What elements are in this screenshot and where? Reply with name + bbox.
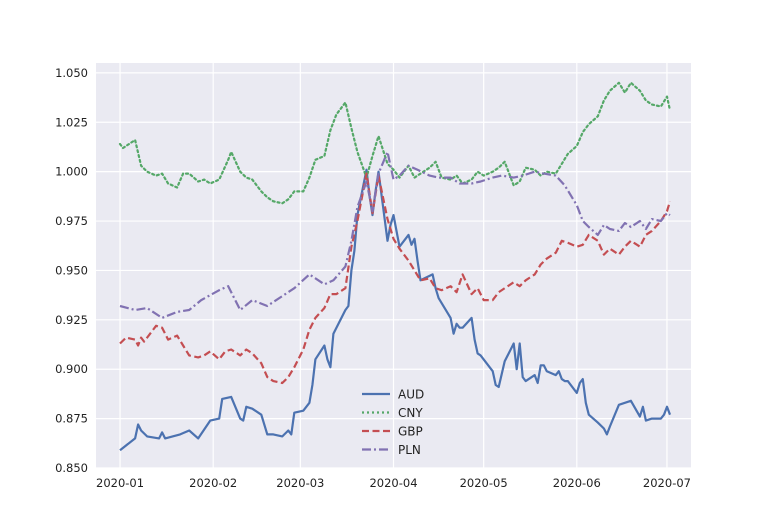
gridlines	[96, 63, 691, 469]
x-tick-label: 2020-03	[276, 476, 324, 490]
y-tick-label: 0.950	[55, 263, 88, 277]
x-tick-label: 2020-05	[460, 476, 508, 490]
y-tick-label: 1.050	[55, 66, 88, 80]
series-lines	[118, 81, 672, 452]
series-line-cny	[118, 81, 672, 205]
y-axis-ticks: 0.850 0.875 0.900 0.925 0.950 0.975 1.000 1.025…	[55, 66, 88, 475]
x-axis-ticks: 2020-01 2020-02 2020-03 2020-04 2020-05 2020-…	[96, 476, 691, 490]
y-tick-label: 1.000	[55, 165, 88, 179]
legend-label-aud: AUD	[398, 388, 424, 402]
x-tick-label: 2020-06	[553, 476, 601, 490]
legend-label-pln: PLN	[398, 443, 421, 457]
y-tick-label: 0.925	[55, 313, 88, 327]
series-line-aud	[119, 168, 672, 452]
x-tick-label: 2020-02	[189, 476, 237, 490]
y-tick-label: 0.850	[55, 461, 88, 475]
legend-label-gbp: GBP	[398, 425, 423, 439]
y-tick-label: 0.875	[55, 412, 88, 426]
series-line-gbp	[119, 172, 672, 385]
y-tick-label: 0.975	[55, 214, 88, 228]
x-tick-label: 2020-01	[96, 476, 144, 490]
y-tick-label: 1.025	[55, 115, 88, 129]
y-tick-label: 0.900	[55, 362, 88, 376]
legend-label-cny: CNY	[398, 406, 423, 420]
x-tick-label: 2020-04	[369, 476, 417, 490]
series-line-pln	[119, 150, 671, 319]
x-tick-label: 2020-07	[643, 476, 691, 490]
legend: AUD CNY GBP PLN	[362, 388, 424, 457]
